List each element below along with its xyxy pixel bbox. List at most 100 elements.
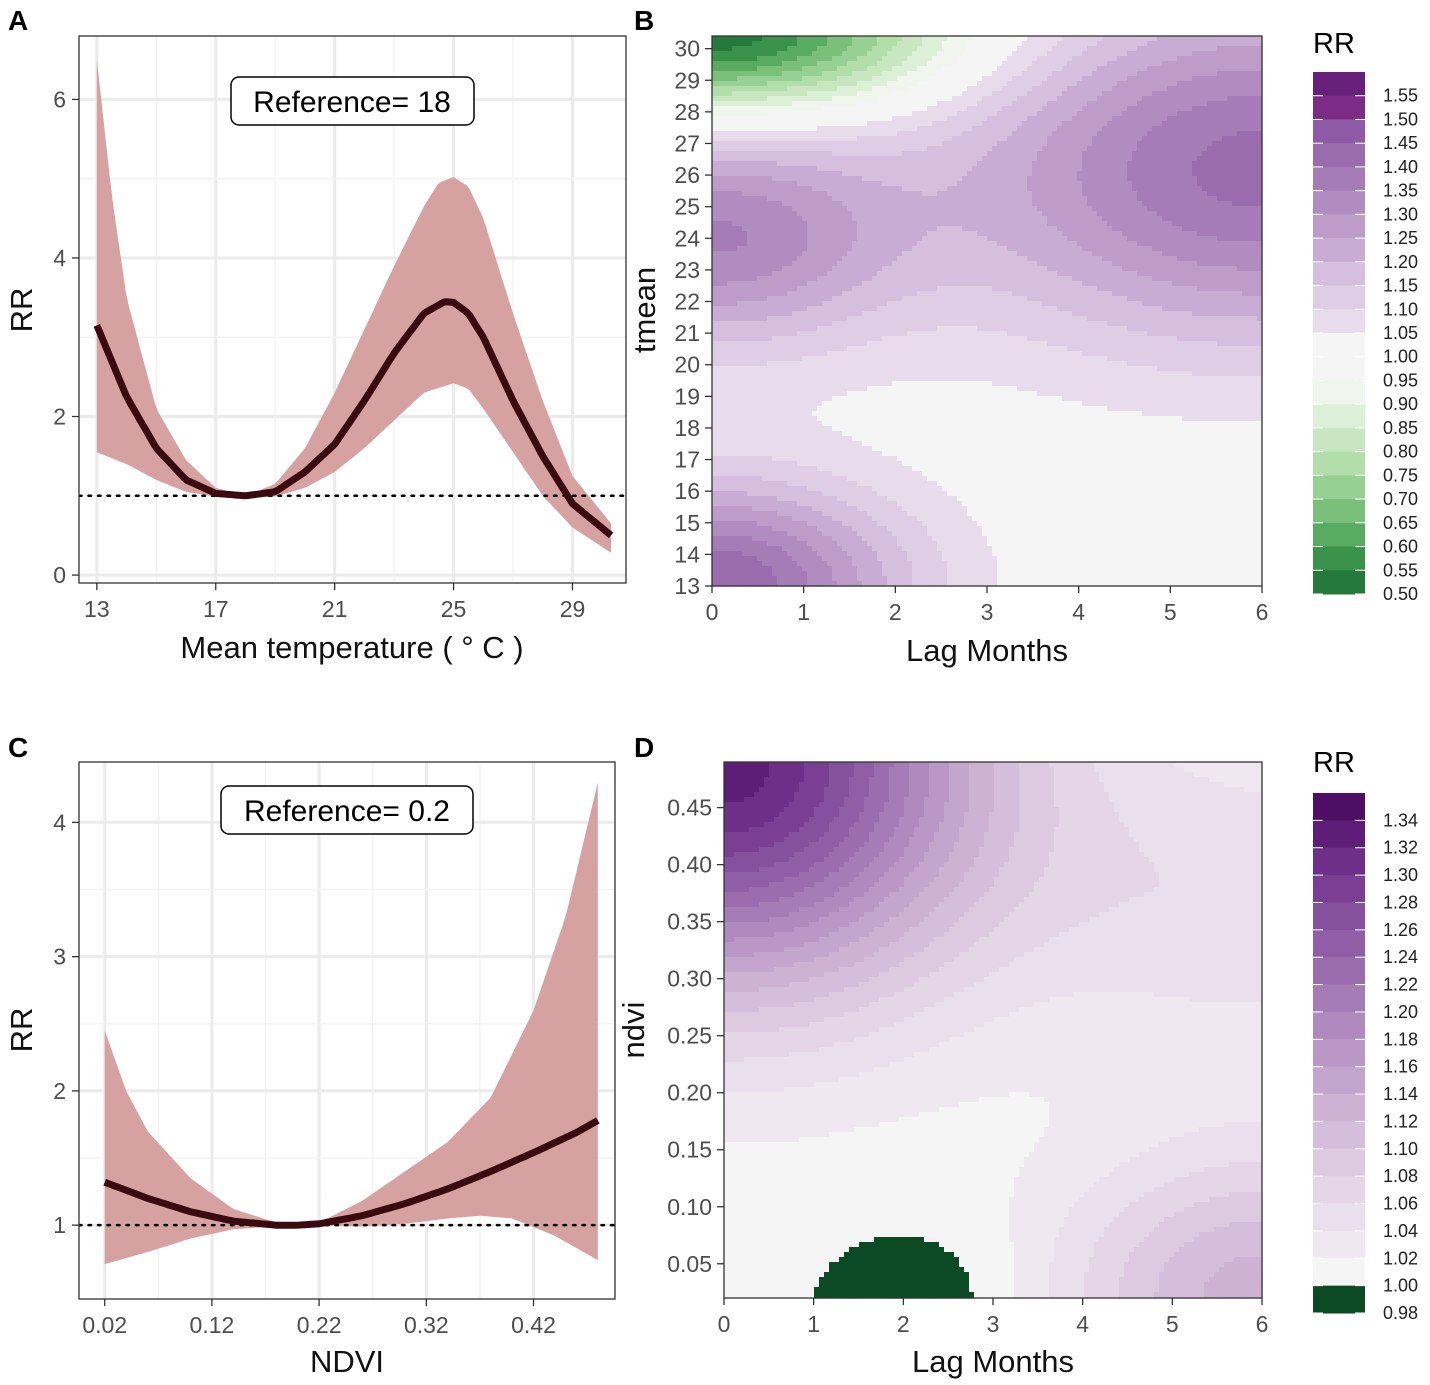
b-contour-cell <box>982 201 988 207</box>
b-contour-cell <box>1227 226 1233 232</box>
b-contour-cell <box>1112 91 1118 97</box>
b-contour-cell <box>1067 131 1073 137</box>
a-y-tick-label: 6 <box>53 86 66 112</box>
b-contour-cell <box>1257 136 1263 142</box>
b-contour-cell <box>1187 246 1193 252</box>
b-contour-cell <box>1137 256 1143 262</box>
b-contour-cell <box>872 196 878 202</box>
b-contour-cell <box>852 66 858 72</box>
b-contour-cell <box>1257 246 1263 252</box>
b-contour-cell <box>827 256 833 262</box>
b-contour-cell <box>802 91 808 97</box>
b-contour-cell <box>952 146 958 152</box>
b-contour-cell <box>1212 116 1218 122</box>
b-contour-cell <box>1247 206 1253 212</box>
b-contour-cell <box>1207 66 1213 72</box>
b-contour-cell <box>1227 96 1233 102</box>
b-contour-cell <box>842 201 848 207</box>
b-contour-cell <box>1032 176 1038 182</box>
b-contour-cell <box>982 71 988 77</box>
b-contour-cell <box>1192 91 1198 97</box>
b-contour-cell <box>727 211 733 217</box>
b-contour-cell <box>1252 251 1258 257</box>
b-contour-cell <box>927 141 933 147</box>
b-contour-cell <box>1242 231 1248 237</box>
b-contour-cell <box>742 176 748 182</box>
b-contour-cell <box>1047 101 1053 107</box>
b-contour-cell <box>752 61 758 67</box>
b-contour-cell <box>837 156 843 162</box>
b-contour-cell <box>747 51 753 57</box>
b-contour-cell <box>802 181 808 187</box>
b-contour-cell <box>857 56 863 62</box>
b-contour-cell <box>1007 136 1013 142</box>
b-contour-cell <box>1237 121 1243 127</box>
b-contour-cell <box>1157 36 1163 42</box>
b-contour-cell <box>1172 171 1178 177</box>
b-contour-cell <box>812 241 818 247</box>
b-contour-cell <box>812 126 818 132</box>
b-contour-cell <box>1192 81 1198 87</box>
b-contour-cell <box>782 171 788 177</box>
b-contour-cell <box>897 241 903 247</box>
b-contour-cell <box>892 101 898 107</box>
b-contour-cell <box>887 166 893 172</box>
b-contour-cell <box>812 81 818 87</box>
b-contour-cell <box>767 46 773 52</box>
b-contour-cell <box>972 131 978 137</box>
b-contour-cell <box>1007 101 1013 107</box>
b-contour-cell <box>747 196 753 202</box>
b-contour-cell <box>1032 206 1038 212</box>
b-contour-cell <box>977 226 983 232</box>
b-contour-cell <box>1002 116 1008 122</box>
b-contour-cell <box>1237 151 1243 157</box>
b-contour-cell <box>1232 76 1238 82</box>
b-contour-cell <box>787 101 793 107</box>
b-contour-cell <box>1257 181 1263 187</box>
b-contour-cell <box>952 211 958 217</box>
b-contour-cell <box>1037 151 1043 157</box>
b-contour-cell <box>937 236 943 242</box>
b-contour-cell <box>842 101 848 107</box>
b-contour-cell <box>1112 61 1118 67</box>
b-contour-cell <box>1107 221 1113 227</box>
b-contour-cell <box>757 181 763 187</box>
b-contour-cell <box>742 261 748 267</box>
b-contour-cell <box>1067 206 1073 212</box>
b-contour-cell <box>1202 116 1208 122</box>
b-contour-cell <box>1182 116 1188 122</box>
b-contour-cell <box>732 56 738 62</box>
b-contour-cell <box>1162 236 1168 242</box>
b-contour-cell <box>932 216 938 222</box>
b-contour-cell <box>1242 221 1248 227</box>
b-contour-cell <box>927 176 933 182</box>
b-contour-cell <box>977 41 983 47</box>
b-contour-cell <box>977 211 983 217</box>
b-contour-cell <box>1162 231 1168 237</box>
b-contour-cell <box>722 211 728 217</box>
b-contour-cell <box>872 191 878 197</box>
b-contour-cell <box>1097 36 1103 42</box>
b-contour-cell <box>737 66 743 72</box>
b-contour-cell <box>1067 71 1073 77</box>
b-contour-cell <box>1057 181 1063 187</box>
b-contour-cell <box>1092 91 1098 97</box>
b-contour-cell <box>727 256 733 262</box>
b-contour-cell <box>987 196 993 202</box>
b-contour-cell <box>732 166 738 172</box>
b-contour-cell <box>762 246 768 252</box>
b-contour-cell <box>1057 106 1063 112</box>
b-contour-cell <box>1032 71 1038 77</box>
b-contour-cell <box>932 256 938 262</box>
b-contour-cell <box>1117 196 1123 202</box>
b-contour-cell <box>1117 206 1123 212</box>
b-contour-cell <box>1007 186 1013 192</box>
b-contour-cell <box>812 151 818 157</box>
b-contour-cell <box>1052 146 1058 152</box>
b-contour-cell <box>1147 176 1153 182</box>
b-contour-cell <box>1112 221 1118 227</box>
b-contour-cell <box>1247 126 1253 132</box>
b-contour-cell <box>1087 151 1093 157</box>
b-contour-cell <box>1222 156 1228 162</box>
b-contour-cell <box>1222 71 1228 77</box>
